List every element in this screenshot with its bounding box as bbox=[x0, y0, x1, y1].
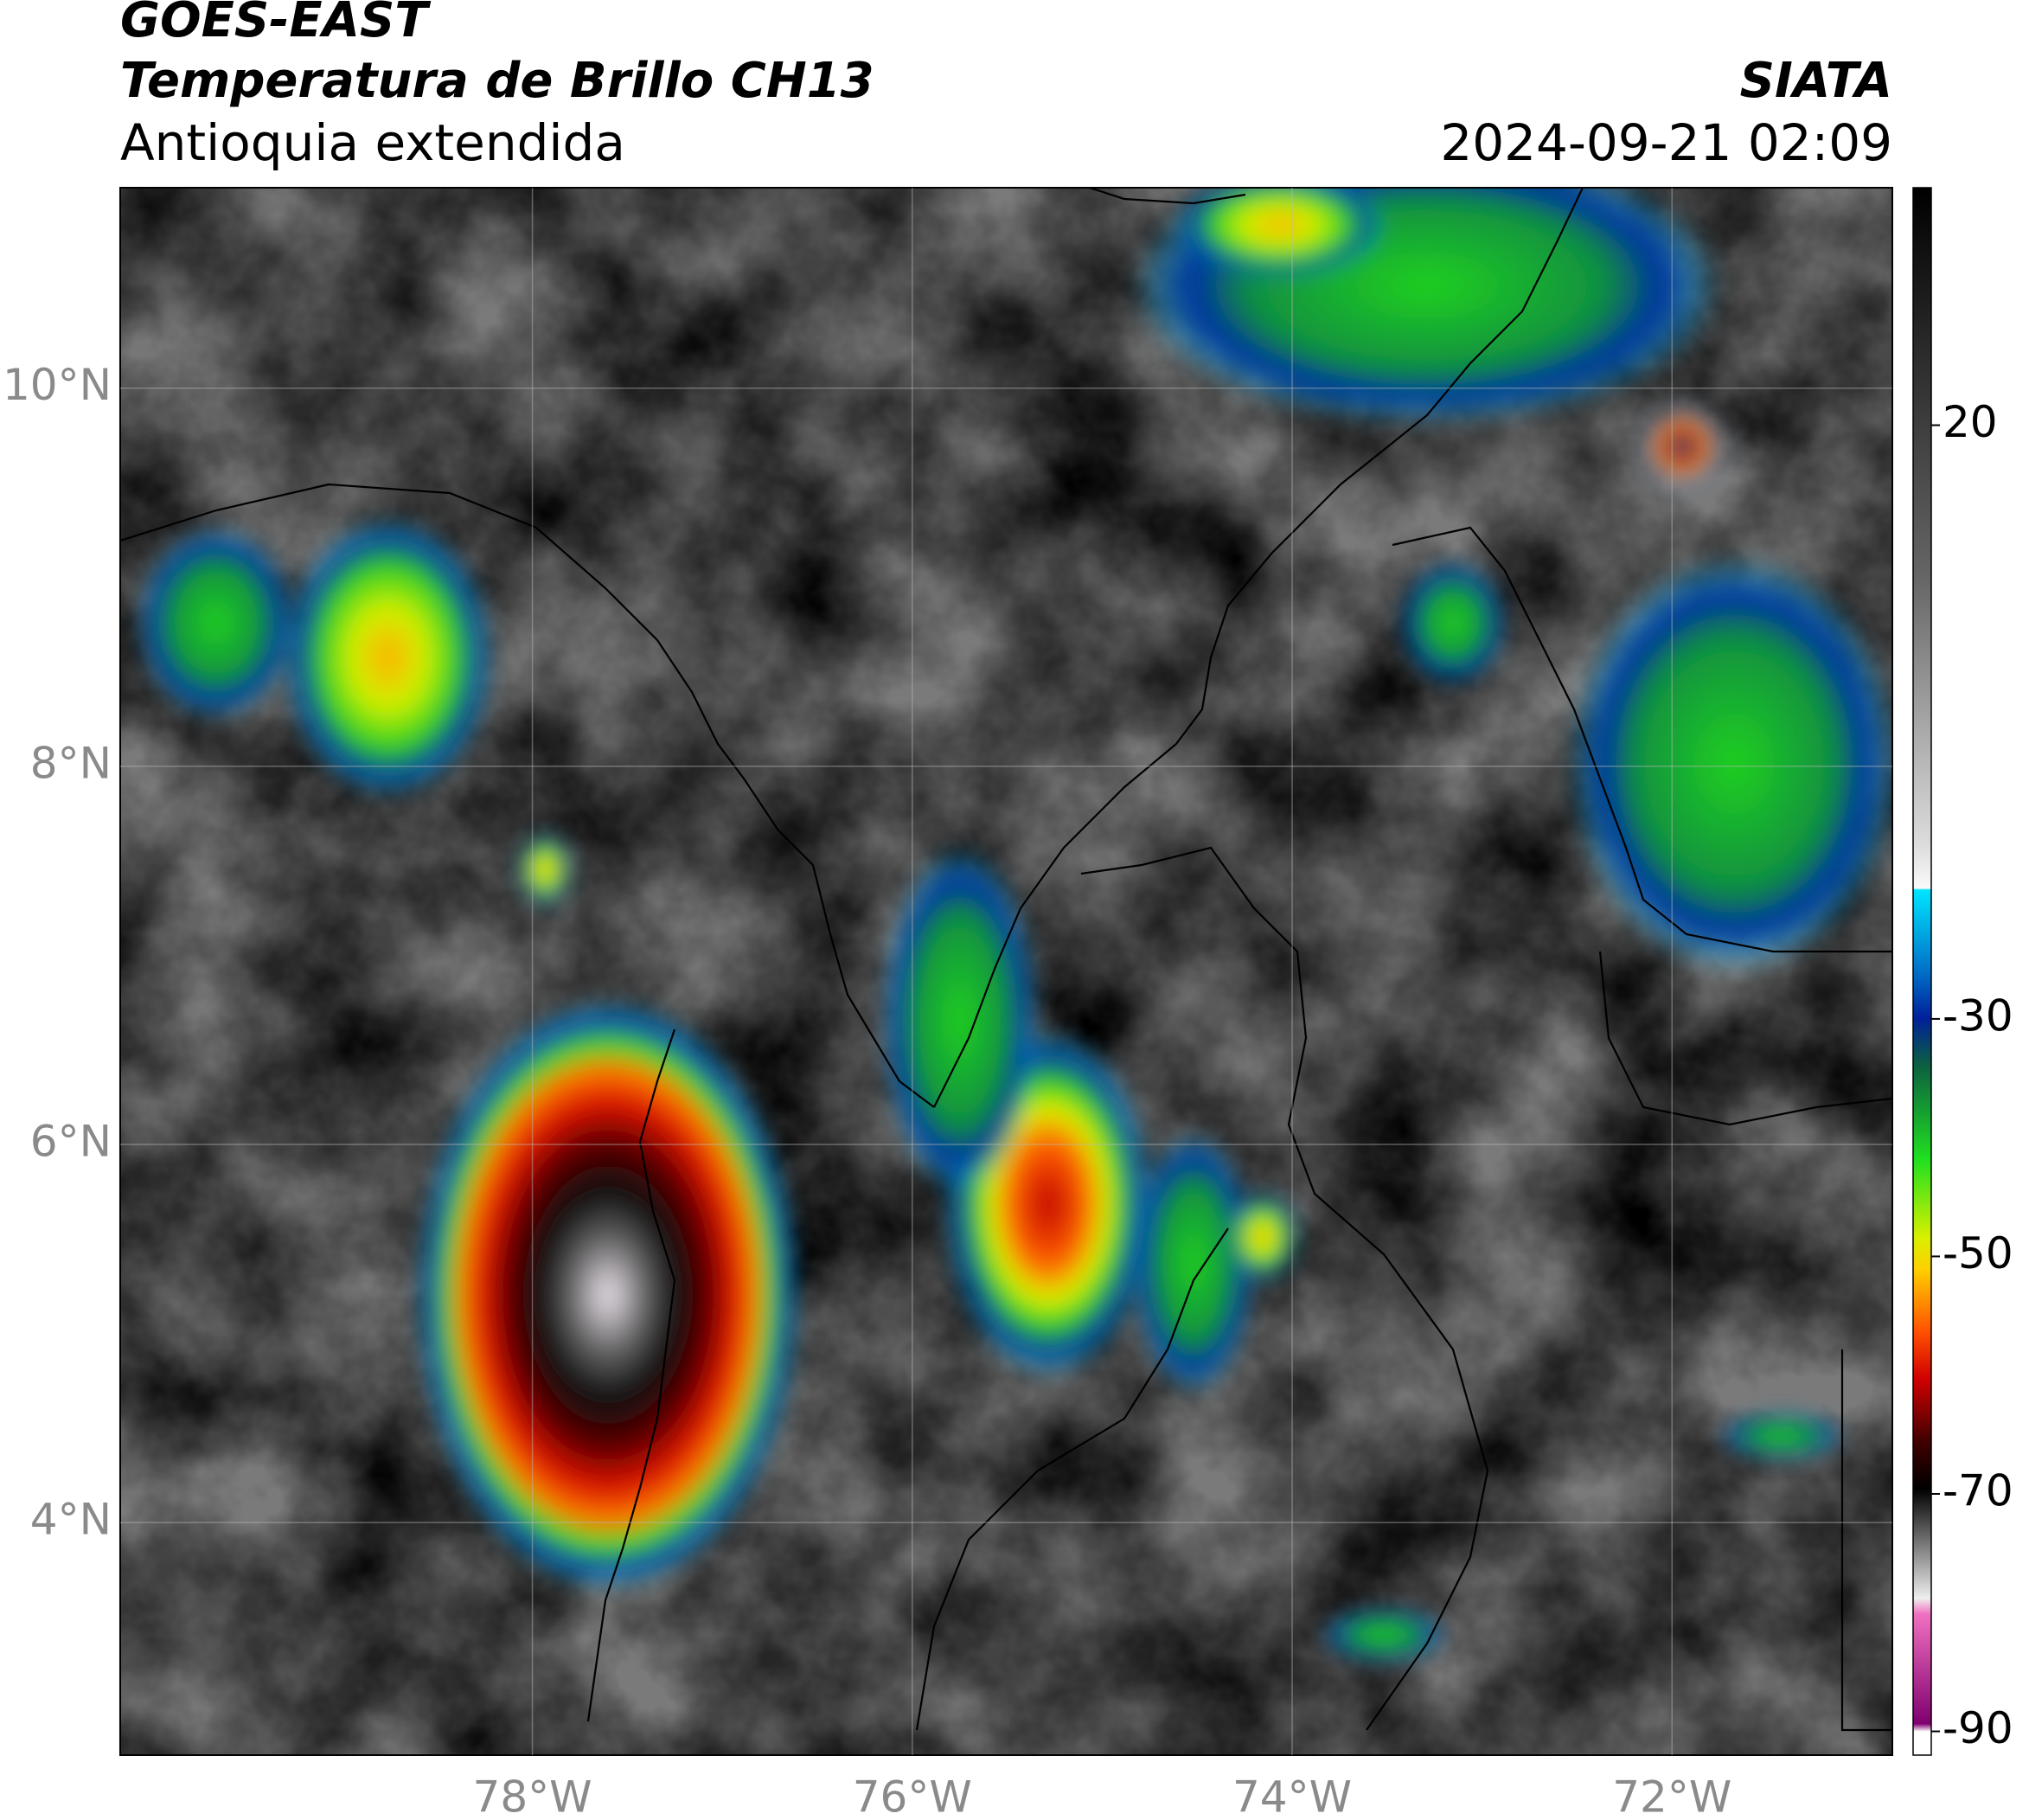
region: Antioquia extendida bbox=[120, 113, 625, 172]
timestamp: 2024-09-21 02:09 bbox=[1440, 113, 1892, 172]
x-tick-label: 74°W bbox=[1232, 1772, 1352, 1817]
colorbar bbox=[1912, 187, 1932, 1756]
source: SIATA bbox=[1740, 53, 1892, 109]
x-tick-label: 72°W bbox=[1612, 1772, 1731, 1817]
x-tick-label: 76°W bbox=[853, 1772, 972, 1817]
colorbar-tick-label: 20 bbox=[1943, 397, 1998, 447]
map-frame bbox=[119, 187, 1893, 1756]
title: GOES-EAST bbox=[120, 0, 431, 48]
subtitle: Temperatura de Brillo CH13 bbox=[120, 53, 874, 109]
colorbar-tick-label: -30 bbox=[1943, 990, 2013, 1041]
x-tick-label: 78°W bbox=[473, 1772, 592, 1817]
y-tick-label: 4°N bbox=[30, 1495, 112, 1545]
y-tick-label: 10°N bbox=[3, 360, 112, 410]
map-image bbox=[120, 188, 1892, 1755]
y-tick-label: 8°N bbox=[30, 738, 112, 788]
colorbar-tick-label: -70 bbox=[1943, 1466, 2013, 1516]
colorbar-tick-label: -90 bbox=[1943, 1703, 2013, 1753]
colorbar-tick-label: -50 bbox=[1943, 1228, 2013, 1278]
y-tick-label: 6°N bbox=[30, 1116, 112, 1166]
